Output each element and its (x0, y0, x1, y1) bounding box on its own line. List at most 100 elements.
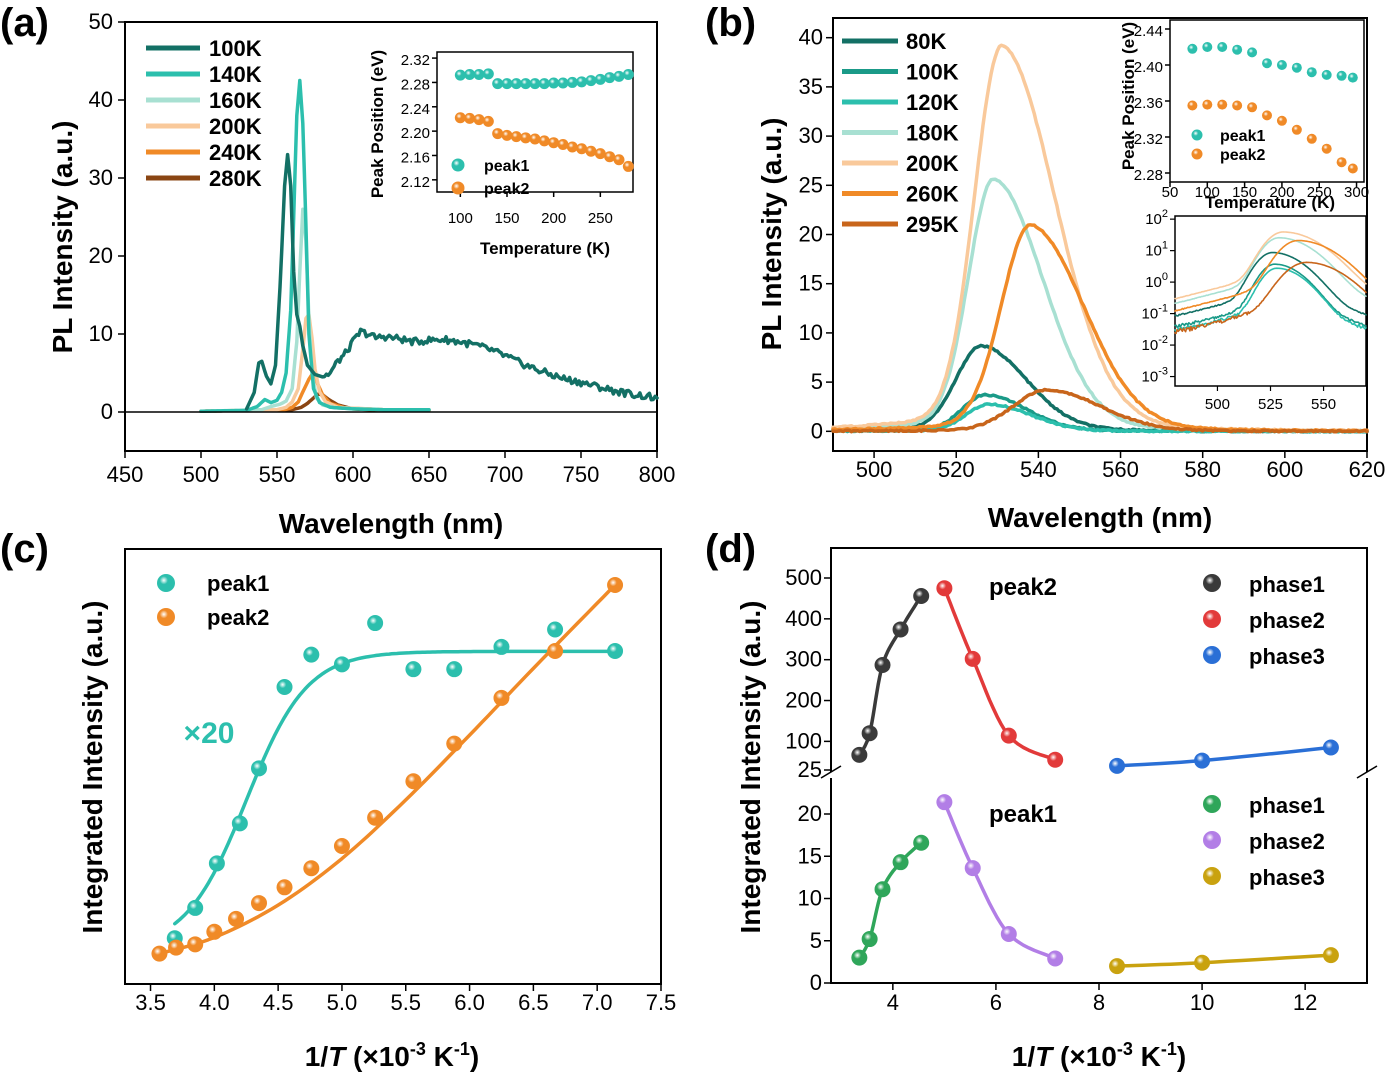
panel-a-inset-point-peak1 (548, 77, 560, 89)
panel-b-ytick-label: 5 (811, 369, 823, 394)
panel-b-legend: 80K 100K 120K 180K 200K 260K 295K (842, 29, 959, 237)
panel-d-top-point-phase1 (874, 656, 891, 673)
panel-b-inset-top-point-peak2 (1291, 124, 1302, 135)
panel-a-legend-label-280k: 280K (209, 166, 262, 191)
panel-b-inset-bottom-series-260k (1174, 239, 1367, 312)
panel-b-inset-top-point-peak1 (1306, 67, 1317, 78)
panel-b-inset-top-point-peak2 (1347, 163, 1358, 174)
panel-b-ytick-label: 0 (811, 418, 823, 443)
panel-b-ylabel: PL Intensity (a.u.) (756, 118, 787, 351)
panel-c-xtick-label: 4.5 (263, 990, 294, 1015)
panel-b-inset-top-point-peak2 (1276, 115, 1287, 126)
panel-c-xtick-label: 6.0 (454, 990, 485, 1015)
panel-b-inset-top-xtick-label: 250 (1307, 184, 1332, 201)
panel-c-point-peak1 (208, 855, 225, 872)
panel-d-top-point-phase1 (861, 725, 878, 742)
panel-c-xtick-label: 4.0 (199, 990, 230, 1015)
panel-b-inset-top-point-peak1 (1321, 69, 1332, 80)
panel-d-annotation-peak2: peak2 (989, 574, 1057, 601)
panel-b-inset-top-ytick-label: 2.32 (1134, 131, 1163, 148)
panel-a-inset-point-peak2 (510, 131, 522, 143)
panel-b-inset-top-point-peak2 (1306, 133, 1317, 144)
panel-a-inset-legend-label-peak1: peak1 (484, 158, 529, 175)
panel-d-xtick-label: 12 (1293, 990, 1317, 1015)
panel-a-inset-point-peak1 (604, 72, 616, 84)
panel-d-top-point-phase2 (1047, 751, 1064, 768)
panel-a-inset-ytick-label: 2.32 (401, 52, 430, 69)
panel-b-inset-bottom-xtick-label: 500 (1205, 396, 1230, 413)
panel-c-point-peak2 (493, 689, 510, 706)
panel-d-xtick-label: 6 (990, 990, 1002, 1015)
panel-a-inset-point-peak1 (613, 70, 625, 82)
panel-b-xlabel: Wavelength (nm) (988, 502, 1213, 533)
panel-a-inset-point-peak1 (576, 76, 588, 88)
panel-a-xtick-label: 800 (639, 462, 676, 487)
panel-a-inset-point-peak2 (548, 137, 560, 149)
panel-c-fit-peak2 (157, 583, 617, 956)
panel-a-inset-point-peak1 (454, 69, 466, 81)
panel-b-inset-bottom-ytick-label: 10-2 (1142, 334, 1168, 354)
panel-d-axis-break-mark (820, 765, 842, 779)
panel-c-xtick-label: 7.5 (646, 990, 677, 1015)
panel-c-point-peak2 (251, 895, 267, 912)
panel-d-bottom-point-phase2 (1047, 950, 1064, 967)
panel-a-inset-point-peak2 (454, 112, 466, 124)
panel-d: (d) 4 6 8 10 12 25 100 200 300 400 500 0 5 10 15 20 pha… (705, 527, 1378, 1072)
panel-d-legend: phase1 phase2 phase3 phase1 phase2 phase3 (1203, 572, 1325, 890)
panel-b-inset-bottom-frame (1174, 215, 1367, 387)
panel-a-inset-point-peak1 (464, 69, 476, 81)
panel-c-point-peak2 (367, 809, 384, 826)
panel-a-series-100k (244, 152, 659, 411)
panel-b-legend-label-80k: 80K (906, 29, 946, 54)
panel-a-inset-point-peak2 (492, 128, 504, 140)
panel-a-legend-label-240k: 240K (209, 140, 262, 165)
panel-b-xtick-label: 560 (1102, 457, 1139, 482)
panel-a-inset-point-peak2 (501, 129, 513, 141)
panel-b-legend-label-180k: 180K (906, 121, 959, 146)
panel-a-inset-legend-label-peak2: peak2 (484, 181, 529, 198)
panel-c-point-peak1 (187, 899, 204, 916)
panel-b-inset-top-point-peak1 (1262, 58, 1272, 69)
panel-b-inset-top-legend-label-peak1: peak1 (1220, 128, 1265, 145)
panel-b-inset-top-ytick-label: 2.28 (1134, 167, 1163, 184)
panel-d-bottom-fit-phase2 (942, 800, 1057, 961)
panel-a-inset-point-peak2 (585, 145, 597, 157)
panel-c-legend: peak1 peak2 (157, 571, 269, 630)
panel-c-legend-marker-peak2 (157, 608, 175, 626)
panel-d-bottom-point-phase1 (861, 931, 878, 948)
panel-b-ytick-label: 10 (799, 320, 823, 345)
panel-a-inset-xtick-label: 150 (494, 210, 519, 227)
panel-d-axis-break-left (825, 772, 837, 778)
panel-a: (a) 450 500 550 600 650 700 750 80001020304050 … (0, 1, 675, 539)
panel-c-point-peak2 (206, 923, 223, 940)
panel-d-top-fit-phase3 (1115, 745, 1333, 768)
panel-b-ytick-label: 40 (799, 25, 823, 50)
panel-b-inset-top-xtick-label: 150 (1232, 184, 1257, 201)
panel-d-top-ytick-label: 300 (785, 647, 822, 672)
panel-d-top-point-phase3 (1322, 739, 1339, 756)
panel-a-xtick-label: 750 (563, 462, 600, 487)
panel-c-point-peak2 (405, 773, 422, 790)
panel-a-xtick-label: 700 (487, 462, 524, 487)
panel-c-point-peak2 (187, 936, 204, 953)
panel-a-inset-point-peak1 (622, 69, 634, 81)
panel-a-inset-xtick-label: 100 (448, 210, 473, 227)
panel-a-inset-point-peak2 (604, 151, 616, 163)
panel-b-inset-bottom-series-295k (1174, 261, 1367, 335)
panel-d-bottom-legend-marker-phase2 (1203, 831, 1221, 849)
panel-a-xtick-label: 550 (259, 462, 296, 487)
panel-c-point-peak2 (228, 910, 245, 927)
panel-b-inset-ylabel: Peak Position (eV) (1119, 22, 1138, 170)
panel-d-top-point-phase1 (851, 746, 868, 763)
panel-a-inset-point-peak2 (529, 133, 541, 145)
panel-b-inset-top-legend-marker-peak1 (1191, 129, 1203, 141)
panel-b-inset-top-point-peak1 (1347, 72, 1358, 83)
panel-d-ylabel: Integrated Intensity (a.u.) (735, 601, 766, 934)
panel-c-point-peak1 (607, 642, 624, 659)
panel-a-inset-point-peak1 (585, 75, 597, 87)
panel-b-inset-top-point-peak2 (1187, 100, 1198, 111)
panel-d-bottom-point-phase1 (913, 834, 930, 851)
panel-a-ylabel: PL Intensity (a.u.) (47, 121, 78, 354)
panel-a-legend-label-100k: 100K (209, 36, 262, 61)
